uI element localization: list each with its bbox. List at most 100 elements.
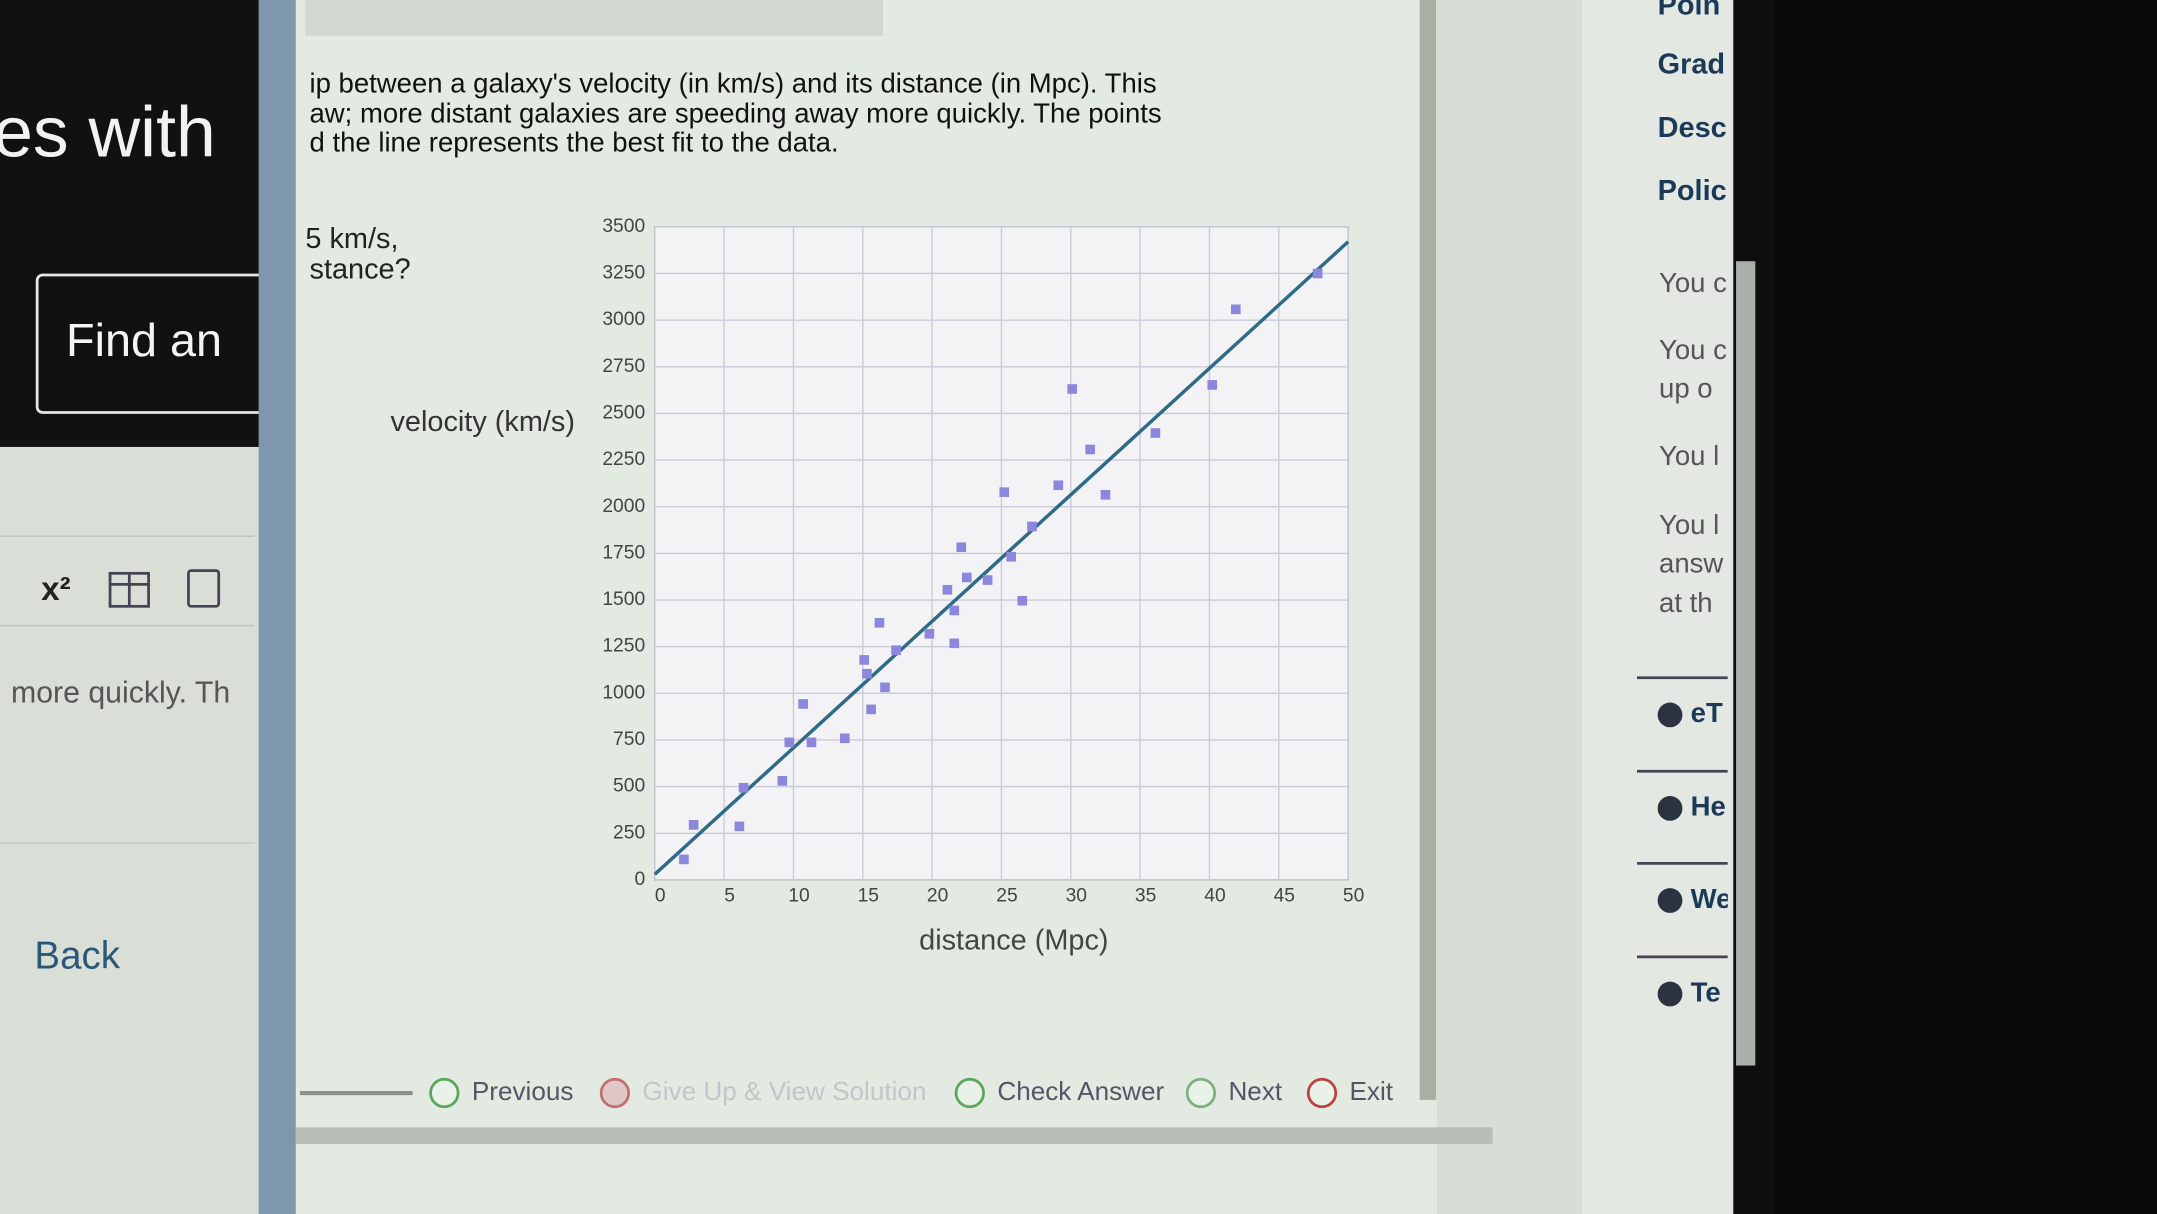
right-scrollbar[interactable]	[1736, 261, 1756, 1066]
data-point	[942, 584, 953, 595]
data-point	[679, 854, 689, 865]
data-point	[866, 704, 876, 715]
data-point	[1150, 428, 1161, 438]
y-tick-label: 2000	[602, 496, 645, 517]
data-point	[956, 542, 967, 553]
left-header	[0, 0, 259, 447]
sidebar-text: You l	[1659, 440, 1719, 471]
data-point	[1006, 551, 1016, 562]
button-bar: Previous Give Up & View Solution Check Ans…	[299, 1076, 1394, 1109]
button-icon[interactable]	[954, 1077, 985, 1109]
sidebar-link[interactable]: Te	[1691, 976, 1721, 1007]
x-axis-title: distance (Mpc)	[919, 924, 1108, 956]
y-tick-label: 750	[613, 729, 645, 750]
data-point	[1067, 384, 1077, 394]
y-tick-label: 2750	[602, 356, 645, 377]
y-tick-label: 2250	[602, 449, 645, 470]
data-point	[949, 605, 960, 616]
sidebar-heading[interactable]: Desc	[1658, 112, 1727, 144]
y-tick-label: 3500	[602, 216, 645, 237]
data-point	[1312, 268, 1323, 279]
data-point	[688, 820, 699, 830]
sidebar-text: answ	[1659, 547, 1723, 578]
button-icon[interactable]	[1185, 1077, 1217, 1109]
data-point	[784, 737, 795, 748]
doc-tool[interactable]	[187, 569, 221, 608]
toolbar-button[interactable]: Exit	[1350, 1076, 1394, 1106]
data-point	[859, 655, 870, 665]
data-point	[961, 572, 972, 583]
y-tick-label: 500	[613, 776, 645, 797]
button-icon[interactable]	[1306, 1077, 1338, 1109]
data-point	[1053, 480, 1064, 491]
link-icon[interactable]	[1657, 981, 1683, 1007]
divider	[258, 0, 298, 1214]
right-panel	[1581, 0, 1734, 1214]
left-heading: es with	[0, 92, 216, 172]
x-tick-label: 50	[1343, 885, 1364, 906]
data-point	[999, 487, 1010, 497]
button-icon[interactable]	[429, 1077, 460, 1109]
button-icon[interactable]	[599, 1077, 631, 1109]
scrollbar[interactable]	[1419, 0, 1437, 1100]
prompt-line: 5 km/s,	[305, 223, 398, 255]
sidebar-heading[interactable]: Poin	[1658, 0, 1721, 21]
sidebar-text: You c	[1659, 334, 1727, 365]
data-point	[874, 617, 885, 628]
sidebar: Poin Grad Desc Polic You c You c up o You l You …	[1637, 0, 1732, 1007]
plot: 0250500750100012501500175020002250250027…	[602, 216, 1364, 907]
paragraph-line: ip between a galaxy's velocity (in km/s)…	[310, 68, 1157, 99]
x-tick-label: 5	[724, 885, 735, 906]
link-icon[interactable]	[1657, 796, 1683, 821]
data-point	[924, 628, 935, 639]
link-icon[interactable]	[1657, 888, 1683, 913]
paragraph-line: d the line represents the best fit to th…	[310, 127, 839, 158]
find-button-frame[interactable]	[35, 273, 271, 414]
sidebar-text: You c	[1659, 267, 1727, 298]
y-tick-label: 250	[613, 822, 645, 843]
data-point	[798, 699, 808, 709]
fit-line	[653, 240, 1350, 876]
data-point	[891, 645, 901, 656]
find-button[interactable]: Find an	[66, 314, 222, 366]
sidebar-heading[interactable]: Polic	[1658, 175, 1727, 207]
toolbar-button[interactable]: Give Up & View Solution	[642, 1076, 926, 1106]
data-point	[1230, 304, 1241, 315]
superscript-tool[interactable]: x²	[41, 570, 70, 607]
sidebar-link[interactable]: eT	[1691, 697, 1723, 728]
back-button[interactable]: Back	[34, 934, 120, 977]
dark-edge	[1774, 0, 2157, 1214]
sidebar-link[interactable]: We	[1691, 883, 1732, 914]
y-tick-label: 1000	[602, 682, 645, 703]
y-tick-label: 1750	[602, 542, 645, 563]
data-point	[982, 575, 993, 585]
toolbar-button[interactable]: Next	[1228, 1076, 1282, 1106]
x-tick-label: 35	[1135, 885, 1156, 906]
toolbar-button[interactable]: Previous	[472, 1076, 574, 1106]
data-point	[949, 638, 960, 649]
link-icon[interactable]	[1657, 702, 1683, 728]
left-text: more quickly. Th	[11, 676, 230, 709]
left-panel	[0, 446, 276, 1214]
sidebar-link[interactable]: He	[1691, 791, 1726, 822]
data-point	[1017, 595, 1028, 606]
top-tab	[305, 0, 884, 36]
x-tick-label: 0	[655, 885, 666, 906]
x-tick-label: 25	[996, 885, 1017, 906]
toolbar-button[interactable]: Check Answer	[997, 1076, 1164, 1106]
sidebar-heading[interactable]: Grad	[1658, 49, 1725, 81]
data-point	[839, 733, 850, 744]
x-tick-label: 10	[788, 885, 809, 906]
bottom-bar	[295, 1127, 1493, 1144]
data-point	[806, 737, 817, 748]
data-point	[1027, 521, 1037, 532]
data-point	[777, 776, 788, 786]
y-tick-label: 2500	[602, 403, 645, 424]
sidebar-text: up o	[1659, 373, 1713, 404]
y-axis-title: velocity (km/s)	[390, 406, 575, 438]
y-tick-label: 1500	[602, 589, 645, 610]
x-tick-label: 40	[1204, 885, 1225, 906]
data-point	[880, 682, 890, 693]
data-point	[1100, 489, 1111, 500]
